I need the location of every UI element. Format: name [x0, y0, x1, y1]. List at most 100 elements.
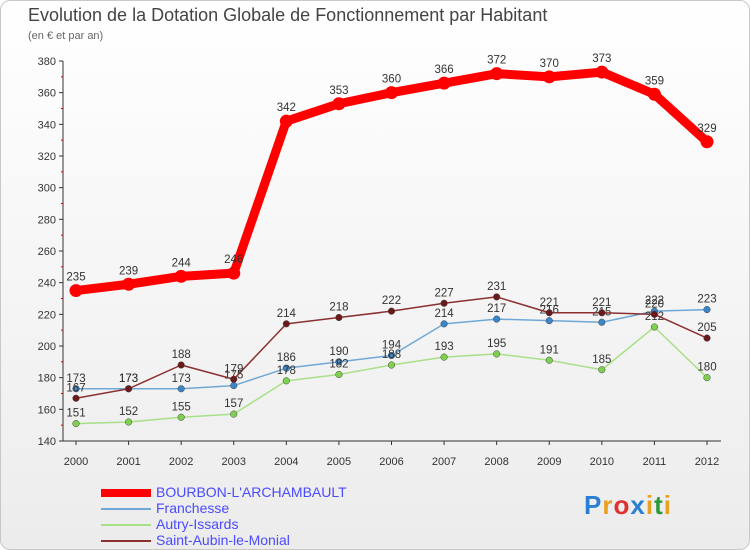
data-point-autry-issards [177, 413, 185, 421]
data-point-franchesse [72, 385, 80, 393]
data-point-franchesse [230, 382, 238, 390]
data-label-bourbon-l-archambault: 366 [434, 64, 453, 76]
data-point-autry-issards [545, 356, 553, 364]
data-label-bourbon-l-archambault: 370 [540, 58, 559, 70]
x-tick-label: 2011 [643, 456, 667, 468]
data-label-franchesse: 214 [434, 308, 454, 320]
y-tick-label: 200 [38, 341, 56, 353]
data-point-saint-aubin-le-monial [598, 309, 606, 317]
data-label-bourbon-l-archambault: 342 [277, 102, 296, 114]
y-tick-label: 360 [38, 88, 56, 100]
data-point-bourbon-l-archambault [700, 135, 714, 149]
data-label-saint-aubin-le-monial: 214 [277, 308, 297, 320]
data-label-saint-aubin-le-monial: 188 [172, 349, 191, 361]
data-point-autry-issards [440, 353, 448, 361]
data-point-autry-issards [650, 323, 658, 331]
logo-letter: r [602, 490, 614, 520]
data-point-saint-aubin-le-monial [335, 313, 343, 322]
data-point-bourbon-l-archambault [647, 87, 661, 101]
data-point-franchesse [440, 320, 448, 328]
legend-label: BOURBON-L'ARCHAMBAULT [156, 484, 347, 500]
data-point-bourbon-l-archambault [332, 97, 346, 111]
logo-letter: x [630, 490, 646, 520]
data-point-autry-issards [703, 374, 711, 382]
x-tick-label: 2003 [222, 456, 246, 468]
data-label-saint-aubin-le-monial: 227 [434, 287, 453, 299]
data-point-saint-aubin-le-monial [177, 361, 185, 369]
x-tick-label: 2000 [64, 456, 88, 468]
data-point-bourbon-l-archambault [595, 65, 609, 79]
y-tick-label: 220 [38, 309, 56, 321]
y-tick-label: 240 [38, 278, 56, 290]
data-point-franchesse [335, 358, 343, 366]
data-label-autry-issards: 195 [487, 338, 506, 350]
data-label-franchesse: 194 [382, 340, 402, 352]
data-label-saint-aubin-le-monial: 222 [382, 295, 401, 307]
y-tick-label: 260 [38, 246, 56, 258]
data-point-autry-issards [387, 361, 396, 369]
data-point-saint-aubin-le-monial [650, 310, 658, 318]
data-label-bourbon-l-archambault: 373 [592, 53, 611, 65]
data-point-franchesse [177, 385, 185, 393]
data-label-bourbon-l-archambault: 372 [487, 55, 506, 67]
legend-swatch [101, 489, 151, 497]
data-point-bourbon-l-archambault [542, 70, 556, 84]
data-point-autry-issards [72, 420, 80, 428]
data-point-franchesse [598, 318, 606, 326]
data-label-franchesse: 217 [487, 303, 506, 315]
data-point-bourbon-l-archambault [279, 114, 293, 128]
chart-subtitle: (en € et par an) [28, 30, 104, 42]
data-point-franchesse [282, 364, 290, 372]
data-point-autry-issards [230, 410, 238, 418]
data-point-bourbon-l-archambault [122, 277, 136, 291]
data-label-franchesse: 173 [66, 373, 85, 385]
data-label-bourbon-l-archambault: 360 [382, 74, 401, 86]
x-tick-label: 2002 [169, 456, 193, 468]
legend-swatch [101, 508, 151, 510]
x-tick-label: 2004 [274, 456, 298, 468]
data-label-autry-issards: 193 [434, 341, 453, 353]
data-point-saint-aubin-le-monial [703, 334, 711, 342]
data-label-franchesse: 186 [277, 352, 296, 364]
data-label-bourbon-l-archambault: 353 [329, 85, 348, 97]
data-point-bourbon-l-archambault [69, 284, 83, 298]
data-point-bourbon-l-archambault [490, 67, 504, 81]
y-tick-label: 280 [38, 214, 56, 226]
data-point-franchesse [703, 306, 711, 314]
data-label-bourbon-l-archambault: 244 [172, 257, 192, 269]
data-label-bourbon-l-archambault: 359 [645, 75, 664, 87]
data-label-franchesse: 223 [697, 294, 716, 306]
y-tick-label: 380 [38, 56, 56, 68]
data-point-franchesse [387, 351, 396, 360]
data-label-saint-aubin-le-monial: 221 [592, 297, 611, 309]
data-label-saint-aubin-le-monial: 221 [540, 297, 559, 309]
legend-label: Autry-Issards [156, 516, 239, 532]
data-label-bourbon-l-archambault: 239 [119, 265, 138, 277]
data-label-saint-aubin-le-monial: 205 [697, 322, 716, 334]
y-tick-label: 180 [38, 373, 56, 385]
data-label-autry-issards: 185 [592, 354, 611, 366]
data-label-bourbon-l-archambault: 329 [697, 123, 716, 135]
proxiti-logo: Proxiti [584, 490, 672, 521]
data-point-franchesse [493, 315, 501, 323]
data-label-saint-aubin-le-monial: 220 [645, 298, 664, 310]
logo-letter: i [663, 490, 672, 520]
data-point-autry-issards [282, 377, 290, 385]
data-label-bourbon-l-archambault: 246 [224, 254, 243, 266]
logo-letter: i [645, 490, 655, 520]
data-point-bourbon-l-archambault [174, 269, 188, 283]
data-point-bourbon-l-archambault [437, 76, 451, 90]
x-tick-label: 2012 [695, 456, 719, 468]
data-point-saint-aubin-le-monial [545, 309, 553, 317]
data-label-autry-issards: 182 [329, 359, 348, 371]
legend-swatch [101, 540, 151, 542]
x-tick-label: 2010 [590, 456, 614, 468]
data-point-autry-issards [335, 370, 343, 379]
logo-letter: t [654, 490, 664, 520]
y-tick-label: 160 [38, 404, 56, 416]
y-tick-label: 140 [38, 436, 56, 448]
data-label-autry-issards: 191 [540, 344, 559, 356]
y-tick-label: 340 [38, 119, 56, 131]
